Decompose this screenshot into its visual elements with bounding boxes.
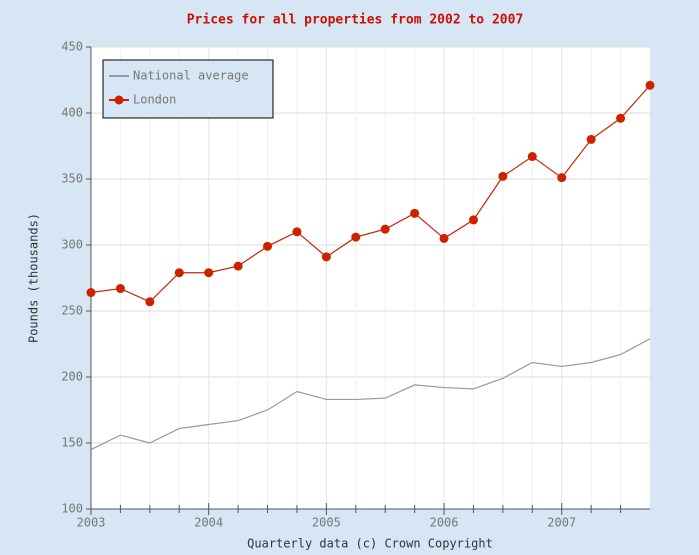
y-tick-label: 450 bbox=[61, 40, 83, 54]
x-axis-label: Quarterly data (c) Crown Copyright bbox=[247, 537, 493, 551]
point bbox=[145, 297, 155, 307]
legend-label: London bbox=[133, 93, 176, 107]
point bbox=[204, 268, 214, 278]
point bbox=[233, 261, 243, 271]
point bbox=[380, 224, 390, 234]
y-axis-label: Pounds (thousands) bbox=[27, 213, 41, 343]
x-tick-label: 2005 bbox=[312, 516, 341, 530]
y-tick-label: 300 bbox=[61, 238, 83, 252]
point bbox=[351, 232, 361, 242]
x-tick-label: 2006 bbox=[430, 516, 459, 530]
series-line bbox=[90, 84, 651, 303]
legend-marker bbox=[114, 95, 124, 105]
point bbox=[557, 173, 567, 183]
point bbox=[645, 80, 655, 90]
point bbox=[263, 241, 273, 251]
plot-area bbox=[91, 47, 650, 509]
point bbox=[586, 134, 596, 144]
y-tick-label: 350 bbox=[61, 172, 83, 186]
point bbox=[527, 152, 537, 162]
x-tick-label: 2004 bbox=[194, 516, 223, 530]
point bbox=[174, 268, 184, 278]
y-tick-label: 100 bbox=[61, 502, 83, 516]
legend-box bbox=[102, 59, 274, 119]
point bbox=[115, 284, 125, 294]
point bbox=[439, 233, 449, 243]
point bbox=[468, 215, 478, 225]
x-tick-label: 2007 bbox=[547, 516, 576, 530]
point bbox=[86, 288, 96, 298]
x-tick-label: 2003 bbox=[77, 516, 106, 530]
y-tick-label: 400 bbox=[61, 106, 83, 120]
y-tick-label: 200 bbox=[61, 370, 83, 384]
point bbox=[292, 227, 302, 237]
series-line bbox=[90, 338, 651, 451]
point bbox=[498, 171, 508, 181]
point bbox=[321, 252, 331, 262]
chart-title: Prices for all properties from 2002 to 2… bbox=[187, 13, 524, 28]
legend-label: National average bbox=[133, 69, 249, 83]
point bbox=[616, 113, 626, 123]
point bbox=[410, 208, 420, 218]
y-tick-label: 150 bbox=[61, 436, 83, 450]
y-tick-label: 250 bbox=[61, 304, 83, 318]
